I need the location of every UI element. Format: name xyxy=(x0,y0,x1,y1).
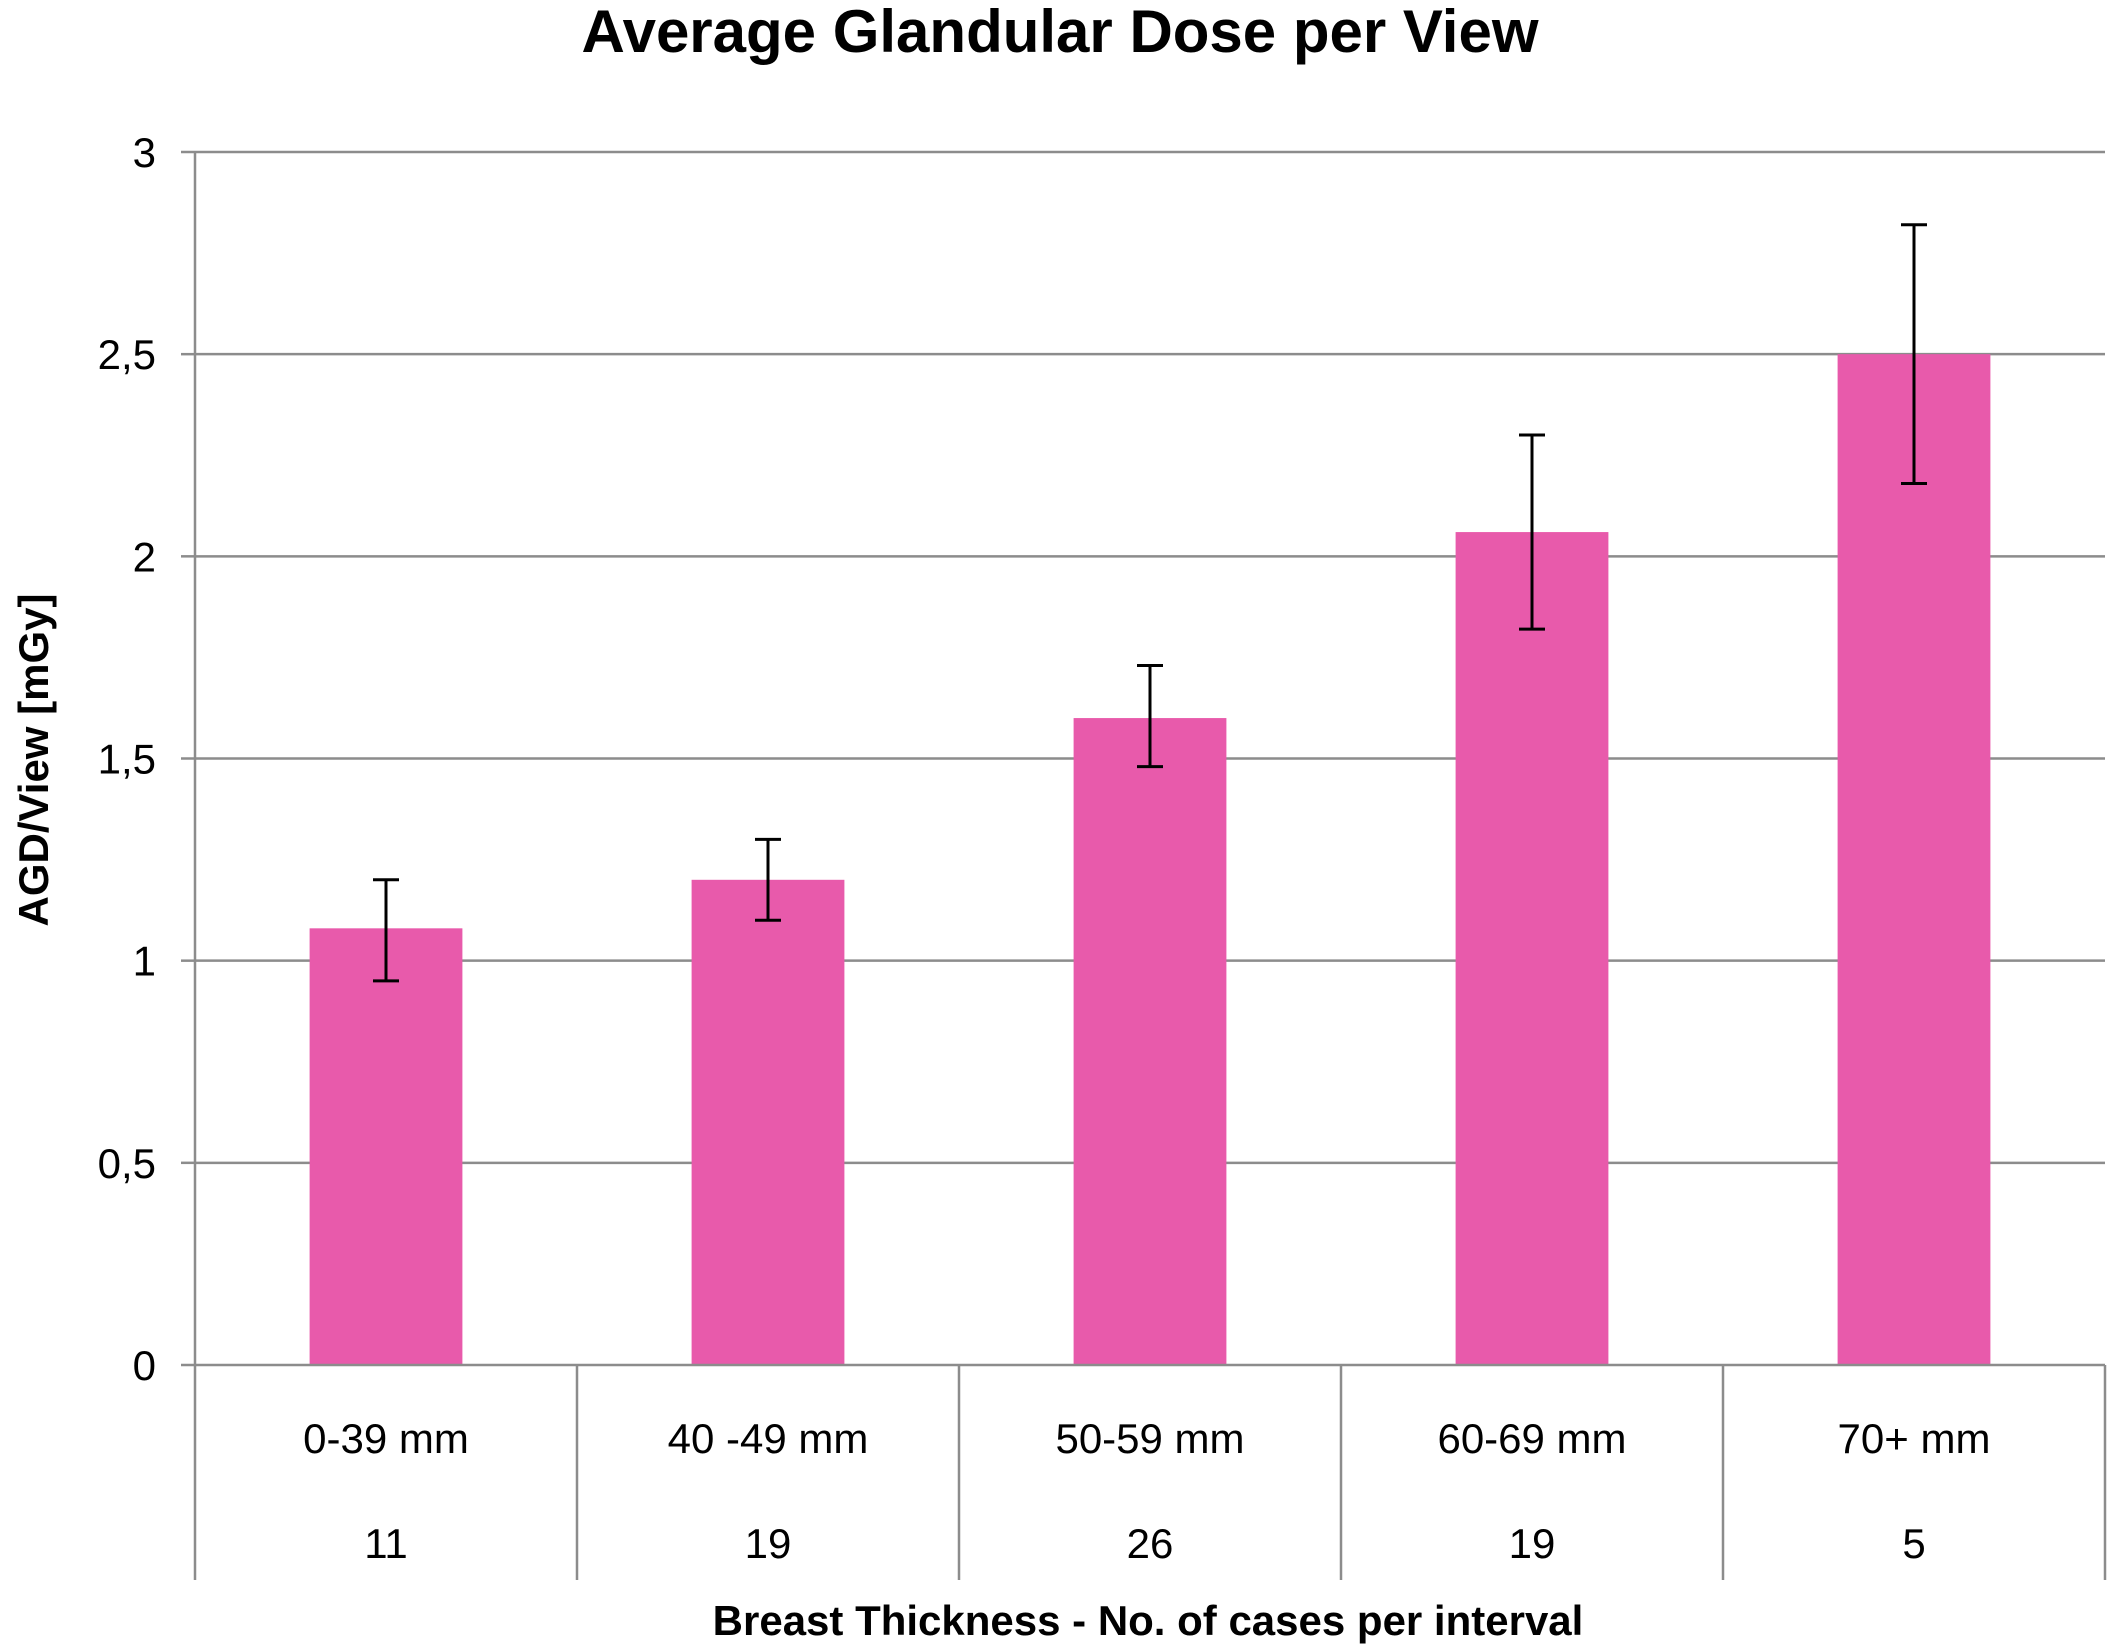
x-category-label: 50-59 mm xyxy=(1055,1415,1244,1462)
x-case-count-label: 11 xyxy=(364,1520,408,1567)
x-category-label: 40 -49 mm xyxy=(668,1415,869,1462)
y-tick-label: 1,5 xyxy=(98,736,156,783)
y-tick-label: 3 xyxy=(133,129,156,176)
bars xyxy=(309,354,1991,1366)
y-tick-label: 1 xyxy=(133,938,156,985)
x-category-label: 0-39 mm xyxy=(303,1415,469,1462)
x-category-label: 60-69 mm xyxy=(1437,1415,1626,1462)
x-case-count-label: 19 xyxy=(1509,1520,1556,1567)
y-tick-label: 2,5 xyxy=(98,331,156,378)
y-axis-title: AGD/View [mGy] xyxy=(10,594,57,927)
bar xyxy=(309,928,463,1365)
error-bars xyxy=(373,223,1927,983)
x-axis-categories: 0-39 mm 11 40 -49 mm 19 50-59 mm 26 60-69 mm 19… xyxy=(303,1415,1990,1567)
bar xyxy=(1073,718,1227,1365)
x-axis-title: Breast Thickness - No. of cases per inte… xyxy=(713,1597,1584,1644)
y-tick-label: 0 xyxy=(133,1342,156,1389)
y-axis-ticks: 0 0,5 1 1,5 2 2,5 3 xyxy=(98,129,195,1389)
x-case-count-label: 26 xyxy=(1127,1520,1174,1567)
axes xyxy=(193,152,2107,1580)
bar xyxy=(1837,354,1991,1366)
y-tick-label: 2 xyxy=(133,533,156,580)
x-case-count-label: 5 xyxy=(1902,1520,1925,1567)
x-case-count-label: 19 xyxy=(745,1520,792,1567)
bar xyxy=(691,879,845,1365)
y-tick-label: 0,5 xyxy=(98,1140,156,1187)
x-category-label: 70+ mm xyxy=(1838,1415,1991,1462)
bar xyxy=(1455,532,1609,1365)
chart-title: Average Glandular Dose per View xyxy=(581,0,1538,65)
